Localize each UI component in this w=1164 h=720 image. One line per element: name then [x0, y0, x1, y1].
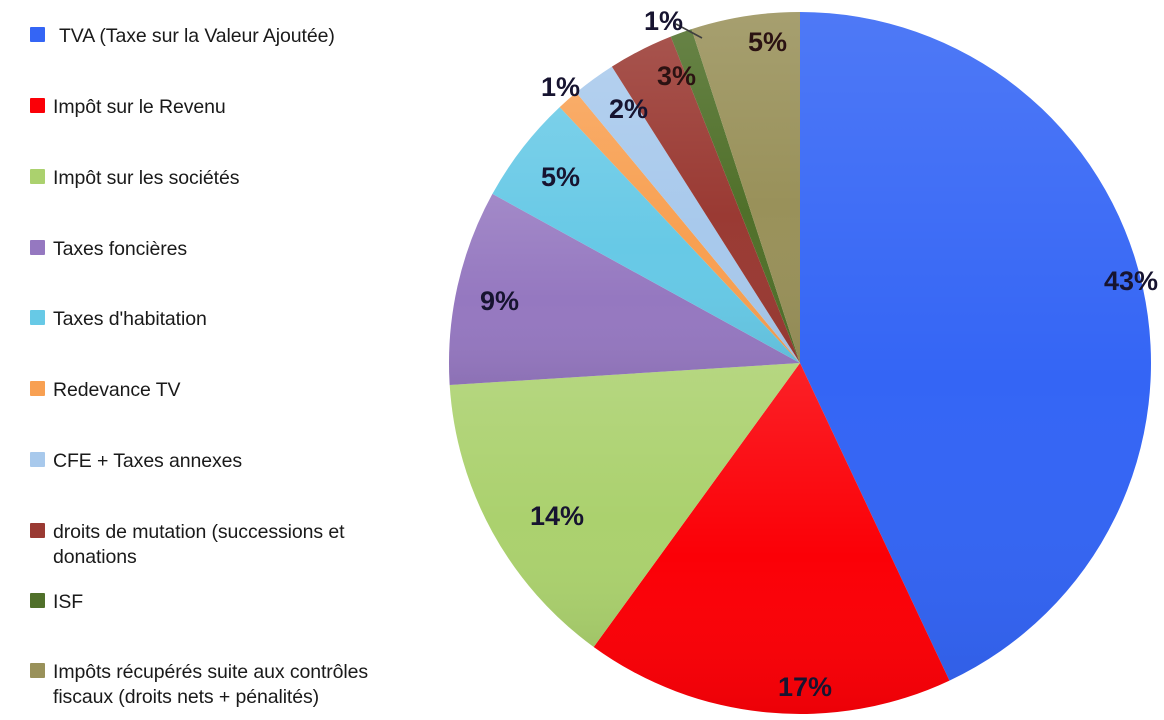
legend-color-swatch — [30, 27, 45, 42]
pie-slice-value-label: 9% — [480, 286, 519, 316]
legend-item-label: droits de mutation (successions et donat… — [53, 521, 345, 568]
legend-item-label: CFE + Taxes annexes — [53, 450, 243, 472]
pie-slice-value-label: 3% — [657, 61, 696, 91]
legend-item[interactable]: Taxes foncières — [30, 237, 440, 262]
legend-item[interactable]: droits de mutation (successions et donat… — [30, 520, 440, 570]
legend-item-label: Redevance TV — [53, 379, 181, 401]
label-leader-line — [675, 23, 703, 39]
pie-slice-sheen — [800, 12, 1151, 681]
legend-item-label: Taxes foncières — [53, 238, 187, 260]
pie-slice-value-label: 5% — [748, 27, 787, 57]
legend-item[interactable]: Impôt sur le Revenu — [30, 95, 440, 120]
legend-color-swatch — [30, 452, 45, 467]
legend-item-label: ISF — [53, 591, 84, 613]
pie-slices — [448, 12, 1151, 714]
legend-color-swatch — [30, 523, 45, 538]
legend-item[interactable]: Taxes d'habitation — [30, 307, 440, 332]
pie-slice-value-label: 1% — [644, 6, 683, 36]
pie-slice-value-label: 17% — [778, 672, 832, 702]
legend-color-swatch — [30, 98, 45, 113]
pie-slice-sheen — [492, 107, 800, 363]
legend-color-swatch — [30, 240, 45, 255]
legend-item[interactable]: Impôts récupérés suite aux contrôles fis… — [30, 660, 440, 710]
legend-color-swatch — [30, 663, 45, 678]
pie-slice-sheen — [576, 66, 800, 363]
chart-legend: TVA (Taxe sur la Valeur Ajoutée) Impôt su… — [0, 0, 440, 720]
legend-item-label: Impôt sur le Revenu — [53, 96, 226, 118]
pie-slice-sheen — [691, 12, 800, 363]
legend-item[interactable]: ISF — [30, 590, 440, 615]
legend-item[interactable]: CFE + Taxes annexes — [30, 449, 440, 474]
legend-item[interactable]: Impôt sur les sociétés — [30, 166, 440, 191]
pie-slice-sheen — [670, 29, 800, 364]
pie-slice-sheen — [449, 363, 800, 647]
legend-color-swatch — [30, 310, 45, 325]
pie-slice-sheen — [448, 193, 800, 386]
pie-slice-value-label: 43% — [1104, 266, 1158, 296]
legend-item-label: Taxes d'habitation — [53, 308, 207, 330]
pie-slice-sheen — [611, 36, 800, 364]
pie-chart-svg: 43% 17% 14% 9% 5% 1% 2% 3% 1% 5% — [448, 6, 1158, 714]
pie-slice-value-label: 2% — [609, 94, 648, 124]
pie-slice-sheen — [593, 363, 950, 714]
pie-slice-labels: 43% 17% 14% 9% 5% 1% 2% 3% 1% 5% — [480, 6, 1158, 702]
legend-item-label: Impôt sur les sociétés — [53, 167, 240, 189]
pie-slice-value-label: 5% — [541, 162, 580, 192]
legend-color-swatch — [30, 593, 45, 608]
legend-item-label: TVA (Taxe sur la Valeur Ajoutée) — [59, 25, 335, 47]
legend-item-label: Impôts récupérés suite aux contrôles fis… — [53, 661, 369, 708]
pie-slice-value-label: 14% — [530, 501, 584, 531]
legend-color-swatch — [30, 381, 45, 396]
pie-chart-area: 43% 17% 14% 9% 5% 1% 2% 3% 1% 5% — [440, 0, 1164, 720]
legend-item[interactable]: Redevance TV — [30, 378, 440, 403]
pie-slice-sheen — [559, 92, 800, 364]
pie-slice-value-label: 1% — [541, 72, 580, 102]
legend-item[interactable]: TVA (Taxe sur la Valeur Ajoutée) — [30, 24, 440, 49]
legend-color-swatch — [30, 169, 45, 184]
